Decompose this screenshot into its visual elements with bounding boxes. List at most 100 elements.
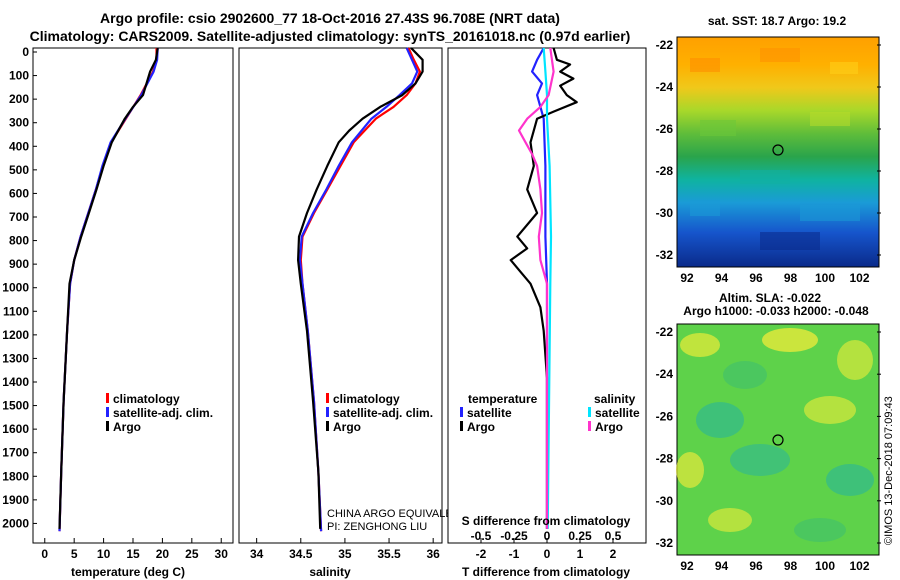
- x-tick-label: 20: [156, 547, 170, 561]
- salinity-legend: climatology satellite-adj. clim. Argo: [326, 392, 433, 434]
- s-difference-xlabel: S difference from climatology: [462, 514, 631, 528]
- x-tick-label: 15: [126, 547, 140, 561]
- legend-swatch-t-argo: [460, 421, 463, 431]
- depth-tick-label: 1100: [3, 304, 29, 318]
- x-tick-label: -2: [476, 547, 487, 561]
- sst-lon-axis: 92 94 96 98 100 102: [680, 271, 870, 285]
- depth-tick-label: 200: [9, 92, 29, 106]
- title-line-2: Climatology: CARS2009. Satellite-adjuste…: [29, 28, 631, 44]
- lon-tick-label: 98: [784, 559, 798, 573]
- argo-location-marker: [772, 434, 784, 446]
- legend-s-satellite: satellite: [595, 406, 640, 420]
- s-tick-label: 0.5: [605, 529, 622, 543]
- lon-tick-label: 100: [815, 271, 835, 285]
- lon-tick-label: 92: [680, 559, 694, 573]
- depth-tick-label: 1300: [2, 351, 29, 365]
- series-line-t-argo: [509, 47, 578, 529]
- legend-swatch-argo: [106, 421, 109, 431]
- difference-legend: temperature satellite Argo salinity sate…: [460, 392, 640, 434]
- x-tick-label: 25: [185, 547, 199, 561]
- pi-note-line-2: PI: ZENGHONG LIU: [327, 521, 427, 533]
- lon-tick-label: 100: [815, 559, 835, 573]
- depth-tick-label: 600: [9, 186, 29, 200]
- lat-tick-label: -28: [656, 164, 674, 178]
- lat-tick-label: -30: [656, 494, 674, 508]
- lon-tick-label: 92: [680, 271, 694, 285]
- x-tick-label: 35: [338, 547, 352, 561]
- depth-tick-label: 1500: [2, 399, 29, 413]
- x-tick-label: 5: [71, 547, 78, 561]
- legend-s-argo: Argo: [595, 420, 623, 434]
- x-tick-label: 36: [426, 547, 440, 561]
- lat-tick-label: -22: [656, 325, 674, 339]
- sla-map-subtitle: Argo h1000: -0.033 h2000: -0.048: [683, 304, 869, 318]
- lat-tick-label: -22: [656, 38, 674, 52]
- lat-tick-label: -26: [656, 409, 674, 423]
- legend-swatch-argo: [326, 421, 329, 431]
- difference-panel: -2 -1 0 1 2 -0.5 -0.25 0 0.25 0.5 S difference f…: [447, 47, 647, 579]
- depth-tick-label: 1900: [2, 493, 29, 507]
- depth-tick-label: 300: [9, 116, 29, 130]
- temperature-frame: [32, 47, 234, 544]
- x-tick-label: 35.5: [377, 547, 401, 561]
- temperature-panel: 0100200300400500600700800900100011001200…: [2, 45, 234, 579]
- s-tick-label: -0.25: [500, 529, 528, 543]
- legend-swatch-s-argo: [588, 421, 591, 431]
- depth-tick-label: 100: [9, 69, 29, 83]
- x-tick-label: 0: [41, 547, 48, 561]
- legend-swatch-satellite: [106, 407, 109, 417]
- lon-tick-label: 98: [784, 271, 798, 285]
- legend-t-satellite: satellite: [467, 406, 512, 420]
- legend-t-argo: Argo: [467, 420, 495, 434]
- legend-title-salinity: salinity: [594, 392, 636, 406]
- depth-tick-label: 700: [9, 210, 29, 224]
- sla-map: Altim. SLA: -0.022 Argo h1000: -0.033 h2…: [656, 291, 881, 573]
- lon-tick-label: 94: [715, 271, 729, 285]
- title-line-1: Argo profile: csio 2902600_77 18-Oct-201…: [100, 10, 560, 26]
- legend-swatch-t-satellite: [460, 407, 463, 417]
- sst-lat-axis: -22 -24 -26 -28 -30 -32: [656, 38, 881, 262]
- sst-map-title: sat. SST: 18.7 Argo: 19.2: [708, 14, 847, 28]
- depth-tick-label: 1400: [2, 375, 29, 389]
- sla-lat-axis: -22 -24 -26 -28 -30 -32: [656, 325, 881, 550]
- lat-tick-label: -30: [656, 206, 674, 220]
- lat-tick-label: -26: [656, 122, 674, 136]
- pi-note-line-1: CHINA ARGO EQUIVALENT: [327, 508, 468, 520]
- x-tick-label: 30: [215, 547, 229, 561]
- depth-tick-label: 1700: [2, 446, 29, 460]
- lon-tick-label: 96: [749, 559, 763, 573]
- lon-tick-label: 94: [715, 559, 729, 573]
- depth-tick-label: 500: [9, 163, 29, 177]
- x-tick-label: 0: [544, 547, 551, 561]
- lat-tick-label: -24: [656, 367, 674, 381]
- x-tick-label: 34: [250, 547, 264, 561]
- salinity-frame: [238, 47, 443, 544]
- credit-text: ©IMOS 13-Dec-2018 07:09:43: [883, 396, 895, 545]
- x-tick-label: 1: [577, 547, 584, 561]
- lon-tick-label: 102: [849, 271, 869, 285]
- sla-map-title: Altim. SLA: -0.022: [719, 291, 821, 305]
- depth-tick-label: 800: [9, 234, 29, 248]
- argo-location-marker: [772, 144, 784, 156]
- lat-tick-label: -28: [656, 452, 674, 466]
- s-tick-label: 0.25: [568, 529, 592, 543]
- legend-swatch-satellite: [326, 407, 329, 417]
- legend-satellite: satellite-adj. clim.: [113, 406, 213, 420]
- depth-tick-label: 0: [22, 45, 29, 59]
- depth-tick-label: 2000: [2, 516, 29, 530]
- series-line-argo: [297, 47, 424, 529]
- series-line-s-satellite: [542, 47, 553, 529]
- x-tick-label: 2: [610, 547, 617, 561]
- lat-tick-label: -32: [656, 536, 674, 550]
- salinity-xlabel: salinity: [309, 565, 351, 579]
- sla-texture: [676, 328, 874, 542]
- temperature-x-axis: 0 5 10 15 20 25 30: [41, 538, 228, 561]
- s-tick-label: 0: [544, 529, 551, 543]
- legend-swatch-climatology: [106, 393, 109, 403]
- depth-axis: 0 100 200 300 400 500 600 700 800 900 1000 1100 1200…: [2, 45, 37, 530]
- sst-field: [676, 36, 880, 268]
- sst-map: sat. SST: 18.7 Argo: 19.2 -22 -24 -26 -28 -3…: [656, 14, 881, 285]
- legend-swatch-climatology: [326, 393, 329, 403]
- x-tick-label: 34.5: [289, 547, 313, 561]
